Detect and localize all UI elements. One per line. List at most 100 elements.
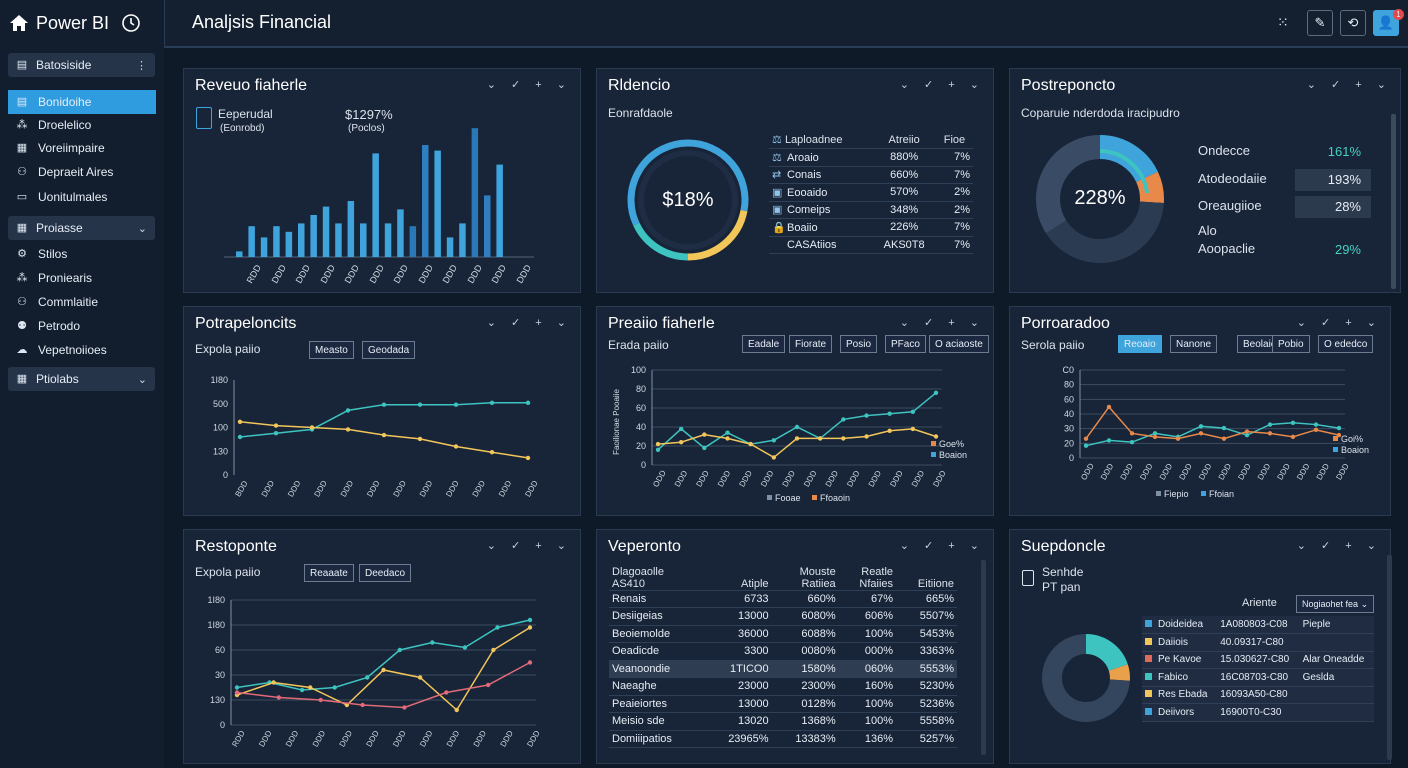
filter-pill[interactable]: Posio — [840, 335, 878, 353]
sidebar-item-2[interactable]: ▦ Voreiimpaire — [8, 136, 155, 160]
filter-pill[interactable]: Reaaate — [304, 564, 354, 582]
metric-value: 28% — [1295, 196, 1371, 218]
sidebar-item-5[interactable]: ⚙ Stilos — [8, 242, 155, 266]
x-tick-label: DDD — [293, 263, 312, 285]
x-tick-label: BDD — [233, 479, 249, 498]
table-cell: 060% — [838, 660, 897, 678]
table-cell: 36000 — [704, 625, 772, 643]
x-tick-label: DDD — [471, 479, 488, 499]
table-row: Res Ebada 16093A50-C80 — [1142, 686, 1374, 704]
sidebar-item-4[interactable]: ▭ Uonitulmales — [8, 185, 155, 209]
data-point — [725, 430, 730, 435]
filter-pill[interactable]: O ededco — [1318, 335, 1374, 353]
data-point — [495, 625, 500, 630]
panel-title: Postreponcto — [1021, 77, 1116, 94]
panel-tools[interactable]: ⌄ ✓ + ⌄ — [486, 79, 572, 91]
table-cell: 5236% — [896, 695, 957, 713]
data-point — [1336, 425, 1342, 431]
home-icon[interactable] — [8, 13, 30, 33]
data-point — [1313, 422, 1319, 427]
refresh-icon[interactable]: ⟲ — [1340, 10, 1366, 36]
sidebar-item-8[interactable]: ⚉ Petrodo — [8, 314, 155, 338]
x-tick-label: DDD — [342, 263, 361, 285]
table-header: Mouste Ratiiea — [771, 560, 839, 591]
data-point — [910, 409, 916, 414]
cell-value: 7% — [935, 218, 973, 237]
y-tick-label: 30 — [215, 670, 225, 680]
x-tick-label: DDD — [694, 469, 711, 489]
legend-name: Fabico — [1158, 671, 1189, 683]
bar — [434, 150, 441, 257]
x-tick-label: DDD — [286, 479, 303, 499]
sidebar-item-label: Vepetnoiioes — [38, 343, 107, 357]
clock-icon[interactable] — [121, 13, 141, 33]
scrollbar[interactable] — [1387, 555, 1392, 760]
filter-pill[interactable]: Measto — [309, 341, 354, 359]
panel-tools[interactable]: ⌄ ✓ + ⌄ — [899, 317, 985, 329]
y-tick-label: 0 — [641, 460, 646, 470]
data-point — [271, 680, 276, 685]
table-cell: 6733 — [704, 590, 772, 608]
scrollbar[interactable] — [981, 560, 986, 755]
table-cell — [1299, 633, 1374, 652]
chevron-down-icon[interactable]: ⌄ — [137, 373, 147, 386]
user-icon[interactable]: 👤 — [1373, 10, 1399, 36]
more-icon[interactable]: ⋮ — [136, 59, 147, 72]
panel-tools[interactable]: ⌄ ✓ + ⌄ — [1306, 79, 1392, 91]
edit-icon[interactable]: ✎ — [1307, 10, 1333, 36]
legend-name: Daiiois — [1158, 636, 1189, 648]
table-row: Oeadicde 3300 0080% 000% 3363% — [609, 642, 957, 661]
sidebar-item-0[interactable]: ▤ Bonidoihe — [8, 90, 156, 114]
notification-badge: 1 — [1393, 9, 1404, 20]
filter-pill[interactable]: Reoaio — [1118, 335, 1162, 353]
kpi-value: $1297% — [345, 107, 393, 122]
table-cell: 0080% — [771, 642, 839, 661]
sidebar-item-6[interactable]: ⁂ Proniearis — [8, 266, 155, 290]
sidebar-group-label: Ptiolabs — [36, 372, 79, 386]
x-tick-label: DDD — [312, 479, 329, 499]
sidebar-group-1[interactable]: ▦ Proiasse ⌄ — [8, 216, 155, 240]
filter-pill[interactable]: PFaco — [885, 335, 926, 353]
chevron-down-icon[interactable]: ⌄ — [137, 222, 147, 235]
filter-pill[interactable]: Nanone — [1170, 335, 1218, 353]
kpi-label: Senhde — [1042, 565, 1084, 579]
filter-pill[interactable]: Pobio — [1272, 335, 1310, 353]
filter-pill[interactable]: Beolaie — [1237, 335, 1283, 353]
data-point — [276, 695, 282, 700]
sidebar-top-button[interactable]: ▤ Batosiside ⋮ — [8, 53, 155, 77]
x-tick-label: DDD — [472, 729, 489, 749]
x-tick-label: DDD — [1138, 462, 1155, 482]
panel-tools[interactable]: ⌄ ✓ + ⌄ — [486, 540, 572, 552]
filter-pill[interactable]: Deedaco — [359, 564, 412, 582]
chevron-down-icon: ⌄ — [1360, 598, 1369, 609]
filter-pill[interactable]: Fiorate — [789, 335, 833, 353]
panel-tools[interactable]: ⌄ ✓ + ⌄ — [486, 317, 572, 329]
metric-value: 29% — [1334, 242, 1361, 257]
donut-slice — [687, 139, 749, 212]
panel-tools[interactable]: ⌄ ✓ + ⌄ — [899, 79, 985, 91]
expand-icon[interactable]: ⁙ — [1277, 14, 1289, 30]
filter-pill[interactable]: Geodada — [362, 341, 416, 359]
panel-tools[interactable]: ⌄ ✓ + ⌄ — [899, 540, 985, 552]
sidebar-item-9[interactable]: ☁ Vepetnoiioes — [8, 338, 155, 362]
x-tick-label: DDD — [260, 479, 277, 499]
scrollbar[interactable] — [1391, 114, 1396, 289]
header-line: Atiple — [741, 577, 769, 590]
select-dropdown[interactable]: Nogiaohet fea ⌄ — [1296, 595, 1375, 613]
data-point — [234, 685, 240, 690]
line-chart: 1I80 500 100 130 0 BDD DDD DDD DDD DDD DDD DDD DDD DD… — [210, 375, 539, 499]
panel-veperonto: Veperonto ⌄ ✓ + ⌄ Dlagoaolle AS410 Atiple… — [596, 529, 994, 764]
x-tick-label: DDD — [1275, 462, 1292, 482]
panel-title: Porroaradoo — [1021, 315, 1110, 332]
panel-tools[interactable]: ⌄ ✓ + ⌄ — [1296, 317, 1382, 329]
bar — [285, 231, 293, 257]
header-line: Dlagoaolle — [612, 565, 664, 578]
sidebar-item-7[interactable]: ⚇ Commlaitie — [8, 290, 155, 314]
panel-tools[interactable]: ⌄ ✓ + ⌄ — [1296, 540, 1382, 552]
sidebar-group-2[interactable]: ▦ Ptiolabs ⌄ — [8, 367, 155, 391]
filter-pill[interactable]: Eadale — [742, 335, 786, 353]
sidebar-item-3[interactable]: ⚇ Depraeit Aires — [8, 160, 155, 184]
header-line: Mouste — [799, 565, 836, 578]
sidebar-item-1[interactable]: ⁂ Droelelico — [8, 113, 155, 137]
filter-pill[interactable]: O aciaoste — [929, 335, 989, 353]
